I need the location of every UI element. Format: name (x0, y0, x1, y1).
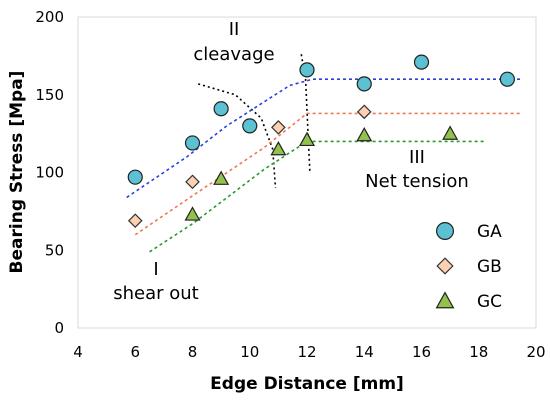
legend-marker-ga (436, 222, 455, 241)
data-point-gc (356, 126, 373, 142)
region-labels: I shear out II cleavage III Net tension (113, 19, 469, 304)
legend-label-ga: GA (477, 222, 502, 242)
data-point-ga (499, 71, 515, 87)
data-markers (127, 54, 515, 229)
data-point-gc (184, 206, 201, 221)
x-tick-label: 14 (355, 343, 374, 361)
legend-label-gb: GB (477, 257, 502, 277)
region-label-cleavage: cleavage (193, 44, 274, 65)
data-point-ga (299, 62, 315, 78)
data-point-gc (298, 131, 316, 147)
data-point-ga (356, 76, 372, 92)
data-point-ga (127, 169, 143, 185)
x-tick-label: 10 (240, 343, 259, 361)
legend-label-gc: GC (477, 292, 502, 312)
y-axis-title: Bearing Stress [Mpa] (7, 71, 27, 274)
y-tick-label: 150 (35, 86, 64, 104)
trend-lines (126, 78, 522, 253)
legend-marker-gc (435, 291, 455, 309)
data-point-gc (270, 140, 287, 156)
data-point-gb (271, 120, 286, 135)
x-axis: 4 6 8 10 12 14 16 18 20 (73, 343, 545, 361)
region-label-net-tension: Net tension (365, 171, 469, 192)
plot-frame (77, 16, 537, 329)
x-axis-title: Edge Distance [mm] (210, 374, 404, 394)
y-axis: 0 50 100 150 200 (35, 8, 64, 337)
region-numeral-net-tension: III (409, 147, 425, 168)
data-point-gc (442, 125, 459, 140)
boundary-line (197, 83, 277, 189)
x-tick-label: 6 (130, 343, 140, 361)
legend: GA GB GC (435, 222, 502, 312)
y-tick-label: 200 (35, 8, 64, 26)
trend-line-ga (126, 78, 522, 199)
x-tick-label: 18 (469, 343, 488, 361)
data-point-gb (127, 213, 143, 229)
data-point-ga (213, 101, 229, 117)
data-point-ga (184, 135, 201, 151)
region-numeral-shear-out: I (153, 259, 158, 280)
data-point-gb (356, 104, 372, 120)
data-point-gc (213, 170, 230, 185)
data-point-ga (413, 54, 430, 70)
y-tick-label: 50 (45, 241, 64, 259)
x-tick-label: 20 (526, 343, 545, 361)
region-numeral-cleavage: II (229, 19, 240, 40)
trend-line-gc (149, 140, 485, 253)
data-point-ga (242, 118, 258, 134)
legend-marker-gb (436, 257, 454, 275)
x-tick-label: 8 (188, 343, 198, 361)
data-point-gb (185, 174, 200, 190)
region-label-shear-out: shear out (113, 283, 199, 304)
y-tick-label: 100 (35, 164, 64, 182)
y-tick-label: 0 (54, 319, 64, 337)
plot-area-border (77, 16, 537, 329)
x-tick-label: 16 (412, 343, 431, 361)
x-tick-label: 12 (297, 343, 316, 361)
x-tick-label: 4 (73, 343, 83, 361)
